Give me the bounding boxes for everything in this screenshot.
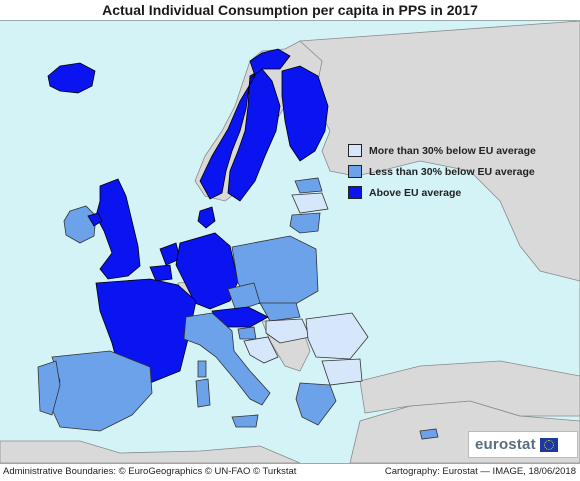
legend-item: Above EU average	[348, 183, 536, 202]
denmark	[197, 206, 216, 229]
legend-label: Above EU average	[369, 186, 462, 199]
greece	[295, 382, 337, 426]
bulgaria	[321, 358, 363, 386]
northern-ireland	[87, 212, 103, 227]
germany	[175, 232, 239, 310]
legend-label: More than 30% below EU average	[369, 144, 536, 157]
norway-eea	[199, 48, 291, 200]
spain	[49, 350, 153, 432]
map-area: More than 30% below EU average Less than…	[0, 20, 580, 464]
legend-item: More than 30% below EU average	[348, 141, 536, 160]
turkey	[359, 360, 580, 417]
legend-swatch-light	[348, 144, 362, 157]
uk	[95, 178, 141, 280]
legend-item: Less than 30% below EU average	[348, 162, 536, 181]
map-legend: More than 30% below EU average Less than…	[348, 141, 536, 204]
europe-map	[0, 21, 580, 463]
legend-swatch-mid	[348, 165, 362, 178]
eu-flag-icon	[539, 437, 558, 452]
non-eu-east	[299, 21, 580, 463]
legend-label: Less than 30% below EU average	[369, 165, 535, 178]
ireland	[63, 205, 97, 244]
logo-text: eurostat	[475, 436, 536, 453]
lithuania	[289, 212, 321, 234]
north-africa	[0, 440, 301, 463]
corsica	[197, 360, 207, 378]
legend-swatch-dark	[348, 186, 362, 199]
slovenia	[237, 326, 257, 340]
map-footer: Administrative Boundaries: © EuroGeograp…	[0, 463, 580, 481]
cyprus	[419, 428, 439, 440]
footer-cartography: Cartography: Eurostat — IMAGE, 18/06/201…	[384, 466, 576, 477]
portugal	[37, 360, 61, 416]
italy	[183, 312, 271, 406]
sweden	[227, 68, 281, 202]
map-title: Actual Individual Consumption per capita…	[102, 2, 478, 18]
slovakia	[259, 302, 301, 322]
hungary	[265, 318, 311, 344]
sicily	[231, 414, 259, 428]
footer-attribution: Administrative Boundaries: © EuroGeograp…	[3, 466, 297, 477]
croatia	[243, 336, 279, 364]
belgium	[149, 264, 173, 282]
romania	[305, 312, 369, 360]
sardinia	[195, 378, 211, 408]
finland	[281, 65, 329, 162]
estonia	[294, 177, 323, 194]
latvia	[291, 192, 329, 214]
iceland	[47, 62, 96, 94]
eurostat-logo: eurostat	[468, 431, 578, 458]
